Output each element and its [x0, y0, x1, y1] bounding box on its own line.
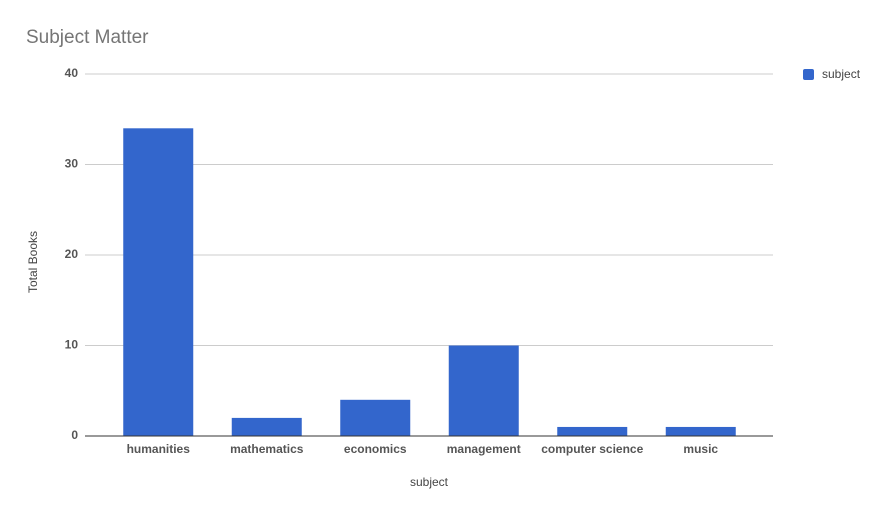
bar [665, 426, 736, 436]
y-tick-label: 20 [65, 247, 79, 261]
bar [557, 426, 628, 436]
x-tick-label: music [683, 442, 718, 456]
bar [448, 345, 519, 436]
chart-title: Subject Matter [26, 27, 149, 48]
y-tick-label: 10 [65, 338, 79, 352]
legend-swatch [803, 69, 814, 80]
y-tick-label: 0 [71, 428, 78, 442]
x-tick-label: computer science [541, 442, 643, 456]
x-tick-label: management [447, 442, 521, 456]
y-tick-label: 40 [65, 66, 79, 80]
x-axis-title: subject [410, 475, 449, 489]
x-tick-label: humanities [127, 442, 191, 456]
bar [340, 399, 411, 436]
y-tick-label: 30 [65, 157, 79, 171]
x-tick-label: economics [344, 442, 407, 456]
x-tick-label: mathematics [230, 442, 304, 456]
bar [231, 417, 302, 436]
legend-label: subject [822, 67, 861, 81]
bar [123, 128, 194, 437]
y-axis-title: Total Books [26, 231, 40, 293]
